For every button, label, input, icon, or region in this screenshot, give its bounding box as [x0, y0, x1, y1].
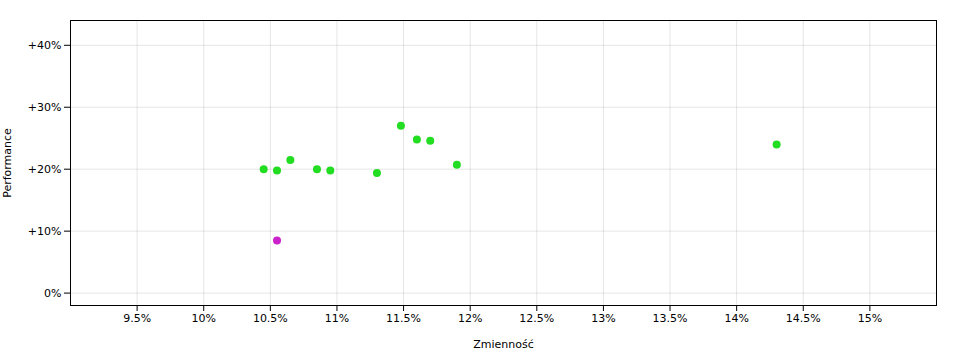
- svg-text:11.5%: 11.5%: [386, 312, 421, 325]
- svg-text:14%: 14%: [724, 312, 748, 325]
- svg-text:10%: 10%: [192, 312, 216, 325]
- svg-text:+20%: +20%: [28, 163, 62, 176]
- svg-text:+40%: +40%: [28, 39, 62, 52]
- svg-text:11%: 11%: [325, 312, 349, 325]
- svg-text:+10%: +10%: [28, 225, 62, 238]
- svg-text:12%: 12%: [458, 312, 482, 325]
- svg-text:13.5%: 13.5%: [653, 312, 688, 325]
- svg-text:+30%: +30%: [28, 101, 62, 114]
- svg-text:0%: 0%: [44, 287, 61, 300]
- svg-text:Performance: Performance: [1, 128, 14, 198]
- svg-text:Zmienność: Zmienność: [473, 338, 534, 350]
- svg-text:9.5%: 9.5%: [123, 312, 151, 325]
- svg-text:15%: 15%: [858, 312, 882, 325]
- svg-text:13%: 13%: [591, 312, 615, 325]
- svg-text:10.5%: 10.5%: [253, 312, 288, 325]
- svg-text:12.5%: 12.5%: [519, 312, 554, 325]
- svg-text:14.5%: 14.5%: [786, 312, 821, 325]
